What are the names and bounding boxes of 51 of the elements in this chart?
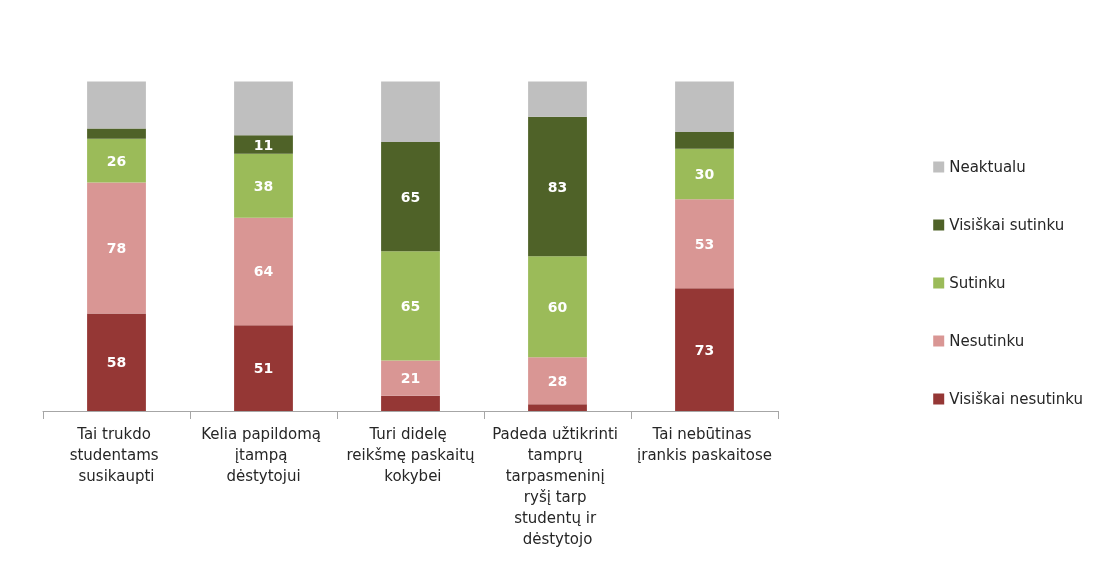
bar xyxy=(381,142,440,252)
x-tick-label: Padeda užtikrinti tamprų tarpasmeninį ryšį tarp studentų ir dėstytojo xyxy=(492,424,623,548)
bar xyxy=(675,81,734,132)
bar xyxy=(381,251,440,361)
bar xyxy=(234,135,293,154)
legend-label: Neaktualu xyxy=(949,158,1026,176)
data-label: 64 xyxy=(253,263,274,280)
data-label: 53 xyxy=(694,235,715,252)
bar xyxy=(675,148,734,200)
data-label: 38 xyxy=(253,177,274,194)
data-label: 51 xyxy=(253,360,274,377)
data-label: 78 xyxy=(106,239,127,256)
data-label: 28 xyxy=(547,372,568,389)
bar xyxy=(87,81,146,129)
data-label: 30 xyxy=(694,165,715,182)
bar xyxy=(528,116,587,257)
bar xyxy=(381,395,440,411)
legend-label: Visiškai nesutinku xyxy=(949,390,1084,408)
bar xyxy=(675,131,734,149)
x-tick-label: Turi didelę reikšmę paskaitų kokybei xyxy=(346,424,476,485)
data-label: 60 xyxy=(547,298,568,315)
bar xyxy=(234,81,293,136)
data-label: 11 xyxy=(253,136,274,153)
x-tick-label: Tai nebūtinas įrankis paskaitose xyxy=(637,424,772,464)
data-label: 21 xyxy=(400,370,421,387)
bar xyxy=(234,153,293,218)
legend-label: Sutinku xyxy=(949,274,1006,292)
bar xyxy=(87,138,146,183)
legend-label: Visiškai sutinku xyxy=(949,216,1065,234)
data-label: 73 xyxy=(694,341,715,358)
bar xyxy=(87,313,146,411)
bar xyxy=(528,404,587,411)
bar xyxy=(87,182,146,314)
x-tick-label: Tai trukdo studentams susikaupti xyxy=(69,424,164,485)
bar xyxy=(528,357,587,405)
data-label: 65 xyxy=(400,297,421,314)
bar xyxy=(234,325,293,411)
bar xyxy=(87,128,146,139)
bar xyxy=(675,288,734,411)
data-label: 65 xyxy=(400,188,421,205)
data-label: 83 xyxy=(547,178,568,195)
x-tick-label: Kelia papildomą įtampą dėstytojui xyxy=(201,424,326,485)
bar xyxy=(528,81,587,117)
legend-label: Nesutinku xyxy=(949,332,1025,350)
data-label: 58 xyxy=(106,354,127,371)
bar xyxy=(528,256,587,358)
bar xyxy=(675,199,734,289)
bar xyxy=(381,360,440,396)
bar xyxy=(234,217,293,326)
bar xyxy=(381,81,440,143)
data-label: 26 xyxy=(106,152,127,169)
